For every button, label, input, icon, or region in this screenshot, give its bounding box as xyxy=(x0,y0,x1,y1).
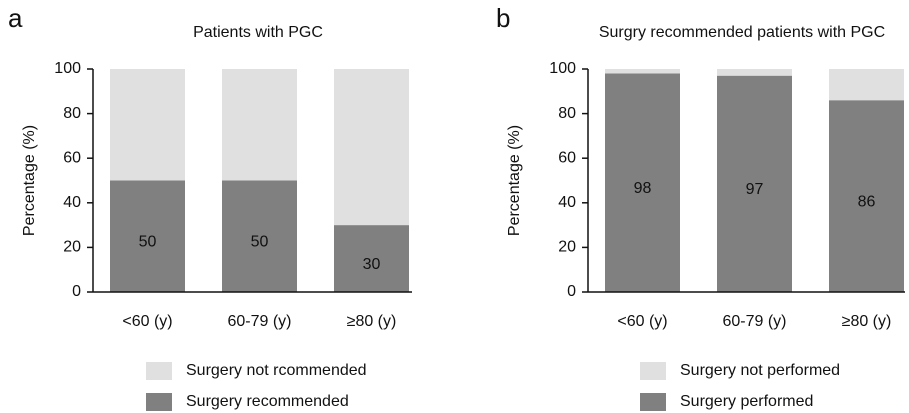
data-label: 97 xyxy=(746,181,764,198)
legend-label: Surgery not rcommended xyxy=(186,362,367,379)
chart-title: Patients with PGC xyxy=(193,24,323,41)
panel-label: b xyxy=(496,3,510,33)
bar-segment xyxy=(717,69,792,76)
bar-segment xyxy=(222,69,297,181)
y-tick-label: 0 xyxy=(567,283,576,300)
bar-segment xyxy=(605,69,680,74)
data-label: 30 xyxy=(363,256,381,273)
bar-segment xyxy=(829,69,904,101)
panel-label: a xyxy=(8,3,23,33)
bar-segment xyxy=(110,180,185,292)
data-label: 98 xyxy=(634,180,652,197)
y-tick-label: 20 xyxy=(558,239,576,256)
x-tick-label: 60-79 (y) xyxy=(722,313,786,330)
legend-label: Surgery performed xyxy=(680,393,813,410)
bar-segment xyxy=(717,75,792,292)
x-tick-label: <60 (y) xyxy=(122,313,172,330)
x-tick-label: <60 (y) xyxy=(617,313,667,330)
legend-swatch xyxy=(640,362,666,380)
x-tick-label: ≥80 (y) xyxy=(347,313,397,330)
x-tick-label: 60-79 (y) xyxy=(227,313,291,330)
legend-label: Surgery not performed xyxy=(680,362,840,379)
y-tick-label: 60 xyxy=(558,149,576,166)
legend-swatch xyxy=(640,393,666,411)
bar-segment xyxy=(334,69,409,226)
bar-segment xyxy=(222,180,297,292)
y-axis-label: Percentage (%) xyxy=(21,125,38,236)
y-tick-label: 0 xyxy=(72,283,81,300)
bar-segment xyxy=(605,73,680,293)
data-label: 86 xyxy=(858,193,876,210)
y-tick-label: 20 xyxy=(63,239,81,256)
bar-segment xyxy=(110,69,185,181)
y-tick-label: 40 xyxy=(63,194,81,211)
bar-segment xyxy=(829,100,904,292)
y-tick-label: 60 xyxy=(63,149,81,166)
legend-swatch xyxy=(146,362,172,380)
chart-title: Surgry recommended patients with PGC xyxy=(599,24,885,41)
bar-segment xyxy=(334,225,409,292)
data-label: 50 xyxy=(139,233,157,250)
y-tick-label: 80 xyxy=(558,105,576,122)
data-label: 50 xyxy=(251,233,269,250)
y-tick-label: 40 xyxy=(558,194,576,211)
legend-swatch xyxy=(146,393,172,411)
y-tick-label: 100 xyxy=(549,60,576,77)
y-tick-label: 100 xyxy=(54,60,81,77)
legend-label: Surgery recommended xyxy=(186,393,349,410)
y-tick-label: 80 xyxy=(63,105,81,122)
x-tick-label: ≥80 (y) xyxy=(842,313,892,330)
y-axis-label: Percentage (%) xyxy=(506,125,523,236)
